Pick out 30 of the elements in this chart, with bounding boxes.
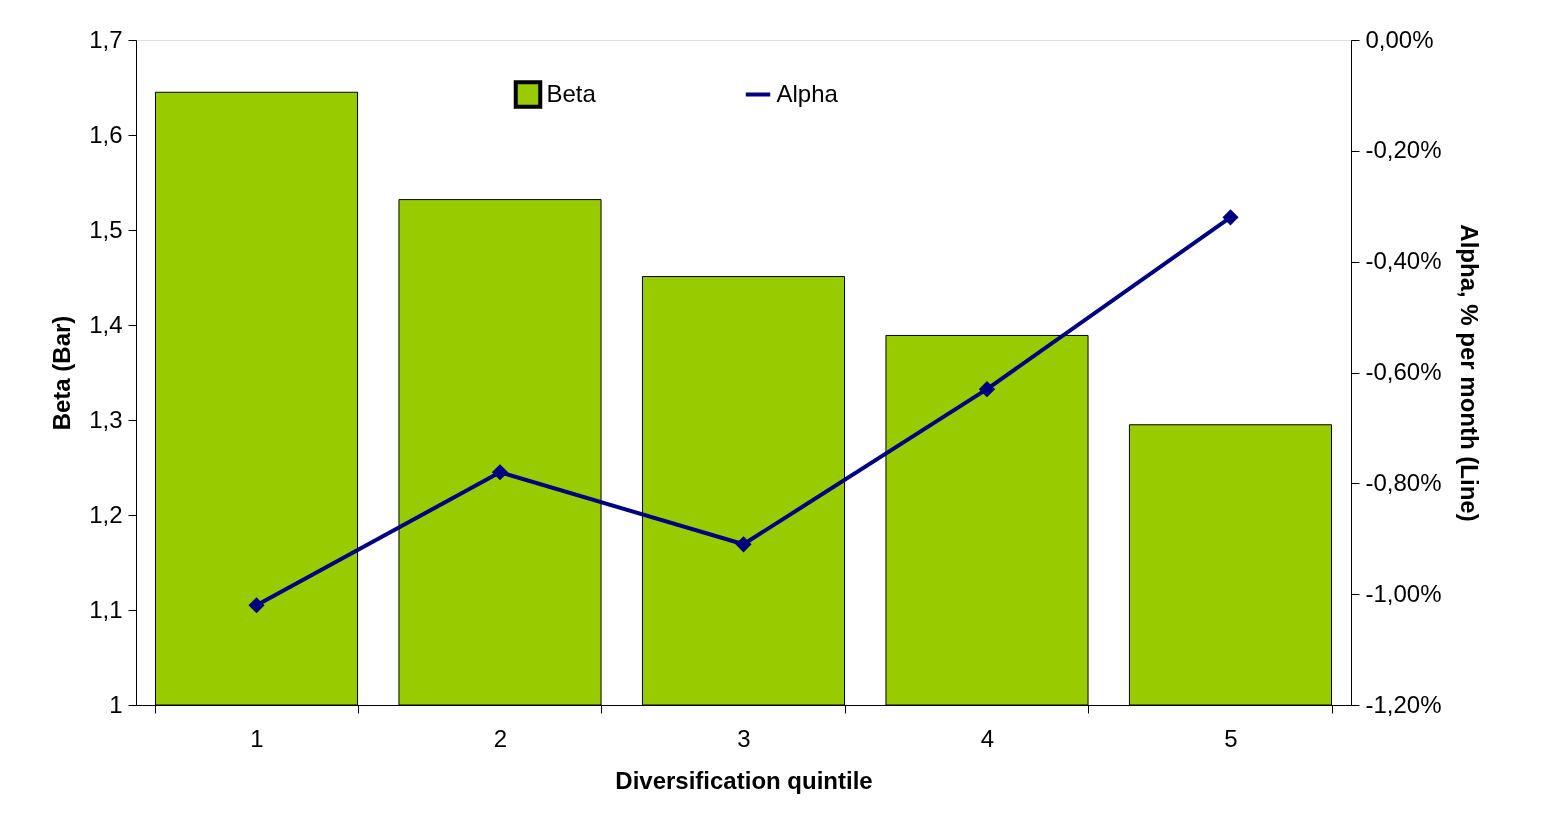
y-tick-label: 1,1 <box>89 595 123 623</box>
y-tick-label: 1,3 <box>89 405 123 433</box>
legend-label: Beta <box>546 79 597 107</box>
legend-label: Alpha <box>776 79 839 107</box>
y-axis-title: Beta (Bar) <box>48 315 76 431</box>
y-tick-label: 1,5 <box>89 215 123 243</box>
y-tick-label: 1,2 <box>89 500 123 528</box>
y2-tick-label: -1,20% <box>1365 690 1442 718</box>
point <box>1222 209 1239 226</box>
y2-tick-label: -0,20% <box>1365 136 1442 164</box>
point <box>979 381 995 397</box>
y2-tick-label: -1,00% <box>1365 579 1442 607</box>
y-tick-label: 1,4 <box>89 310 123 338</box>
point <box>248 597 265 613</box>
x-tick-label: 2 <box>493 724 508 752</box>
y2-tick-label: -0,60% <box>1365 358 1442 385</box>
x-tick-label: 4 <box>980 724 995 752</box>
y2-tick-label: 0,00% <box>1365 25 1434 53</box>
x-axis-title: Diversification quintile <box>615 766 873 794</box>
y2-tick-label: -0,80% <box>1365 468 1442 496</box>
y-tick-label: 1 <box>109 690 123 718</box>
x-tick-label: 3 <box>737 724 751 752</box>
x-tick-label: 1 <box>250 724 264 752</box>
y-tick-label: 1,7 <box>89 25 123 53</box>
y-tick-label: 1,6 <box>89 120 123 148</box>
point <box>735 536 752 552</box>
y2-tick-label: -0,40% <box>1365 247 1442 275</box>
y2-axis-title: Alpha, % per month (Line) <box>1455 224 1483 522</box>
x-tick-label: 5 <box>1224 724 1238 752</box>
point <box>492 464 508 480</box>
